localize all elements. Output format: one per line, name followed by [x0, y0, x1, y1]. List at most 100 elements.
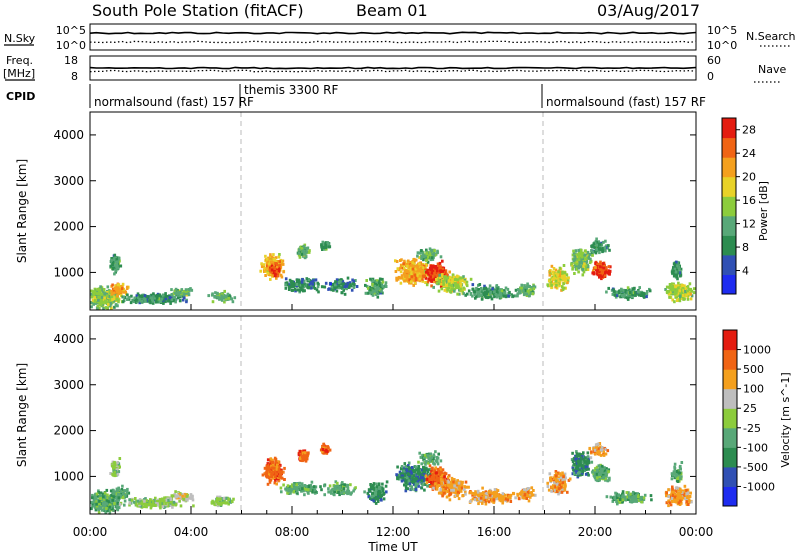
range-gate-cell [480, 297, 484, 301]
range-gate-cell [304, 255, 308, 259]
range-gate-cell [106, 504, 109, 508]
range-gate-cell [384, 484, 388, 488]
range-gate-cell [191, 494, 194, 498]
range-gate-cell [299, 252, 302, 256]
range-gate-cell [418, 251, 422, 255]
range-gate-cell [491, 287, 494, 291]
range-gate-cell [140, 501, 143, 505]
range-gate-cell [678, 294, 682, 298]
range-gate-cell [683, 284, 686, 288]
range-gate-cell [99, 296, 102, 300]
range-gate-cell [671, 291, 675, 295]
range-gate-cell [554, 279, 558, 283]
range-gate-cell [422, 271, 426, 275]
range-gate-cell [561, 288, 565, 292]
range-gate-cell [412, 262, 416, 266]
range-gate-cell [142, 502, 145, 506]
range-gate-cell [344, 491, 347, 495]
cpid-segment-themis: themis 3300 RF [244, 83, 338, 97]
range-gate-cell [395, 260, 399, 263]
range-gate-cell [102, 290, 105, 293]
range-gate-cell [430, 271, 434, 275]
range-gate-cell [410, 264, 413, 268]
range-gate-cell [294, 289, 297, 293]
range-gate-cell [676, 277, 679, 281]
range-gate-cell [352, 280, 356, 283]
range-gate-cell [320, 243, 323, 247]
range-gate-cell [673, 272, 676, 276]
range-gate-cell [312, 279, 315, 283]
range-gate-cell [601, 250, 604, 254]
range-gate-cell [599, 268, 602, 272]
range-gate-cell [410, 272, 413, 276]
range-gate-cell [471, 294, 474, 298]
range-gate-cell [642, 294, 646, 298]
range-gate-cell [677, 261, 681, 265]
range-gate-cell [171, 505, 174, 509]
range-gate-cell [371, 485, 375, 489]
range-gate-cell [273, 267, 277, 270]
range-gate-cell [272, 253, 275, 257]
range-gate-cell [376, 295, 380, 299]
range-gate-cell [149, 296, 153, 300]
range-gate-cell [503, 291, 507, 295]
range-gate-cell [575, 262, 579, 266]
range-gate-cell [165, 500, 168, 503]
y-tick-label: 3000 [53, 174, 84, 188]
range-gate-cell [292, 490, 295, 494]
range-gate-cell [425, 283, 429, 287]
range-gate-cell [97, 511, 101, 515]
range-gate-cell [673, 290, 677, 294]
range-gate-cell [583, 262, 586, 266]
range-gate-cell [116, 260, 119, 264]
range-gate-cell [272, 258, 276, 261]
range-gate-cell [607, 265, 611, 269]
range-gate-cell [381, 291, 384, 295]
range-gate-cell [421, 273, 424, 277]
range-gate-cell [483, 294, 487, 298]
range-gate-cell [210, 501, 214, 505]
range-gate-cell [586, 250, 590, 254]
range-gate-cell [92, 498, 96, 502]
range-gate-cell [555, 283, 558, 287]
range-gate-cell [301, 287, 304, 291]
range-gate-cell [346, 487, 350, 491]
range-gate-cell [287, 288, 291, 291]
range-gate-cell [581, 273, 585, 277]
range-gate-cell [443, 278, 447, 282]
range-gate-cell [182, 289, 186, 293]
range-gate-cell [139, 299, 143, 303]
colorbar-frame [721, 117, 737, 295]
range-gate-cell [264, 254, 267, 258]
range-gate-cell [113, 474, 116, 478]
range-gate-cell [103, 296, 106, 300]
range-gate-cell [92, 291, 95, 295]
range-gate-cell [284, 277, 288, 281]
range-gate-cell [101, 508, 104, 512]
range-gate-cell [154, 496, 157, 500]
range-gate-cell [270, 266, 273, 270]
range-gate-cell [120, 287, 124, 291]
range-gate-cell [573, 261, 577, 265]
range-gate-cell [607, 269, 610, 273]
range-gate-cell [553, 276, 556, 280]
range-gate-cell [684, 290, 687, 293]
range-gate-cell [339, 280, 342, 284]
range-gate-cell [496, 293, 499, 297]
range-gate-cell [471, 287, 475, 291]
range-gate-cell [108, 291, 112, 295]
range-gate-cell [599, 247, 602, 251]
range-gate-cell [272, 272, 276, 276]
range-gate-cell [668, 286, 671, 289]
range-gate-cell [607, 286, 610, 290]
range-gate-cell [108, 496, 111, 500]
range-gate-cell [553, 282, 557, 285]
range-gate-cell [300, 246, 304, 250]
range-gate-cell [151, 500, 155, 504]
range-gate-cell [340, 278, 343, 282]
range-gate-cell [421, 255, 425, 259]
range-gate-cell [90, 292, 94, 296]
range-gate-cell [132, 500, 136, 504]
range-gate-cell [269, 457, 273, 461]
range-gate-cell [218, 296, 221, 300]
